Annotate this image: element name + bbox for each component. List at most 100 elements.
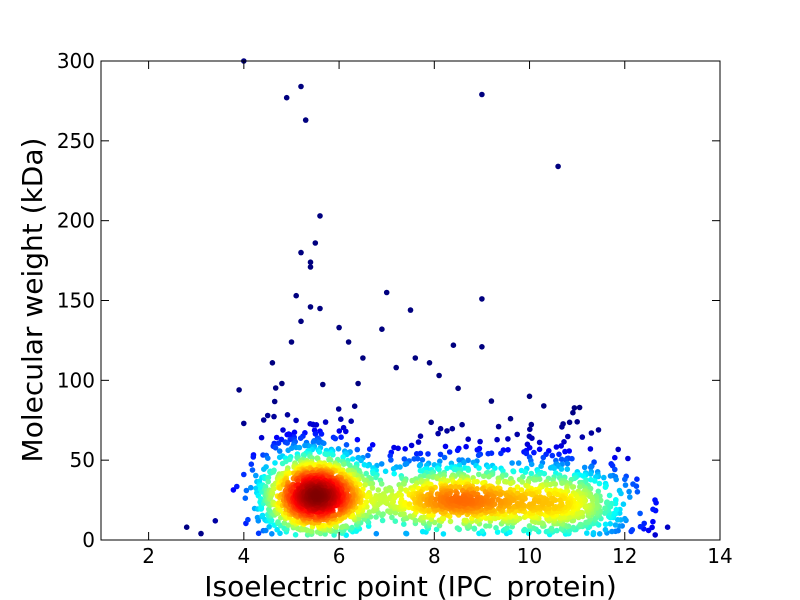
- x-tick-label: 10: [517, 544, 542, 568]
- data-point: [566, 448, 572, 454]
- data-point: [587, 471, 594, 477]
- data-point: [471, 525, 478, 532]
- data-point: [284, 526, 290, 533]
- data-point: [332, 435, 339, 442]
- data-point: [367, 480, 373, 487]
- data-point: [498, 450, 504, 457]
- data-point: [322, 531, 328, 537]
- data-point: [426, 360, 433, 366]
- data-point: [271, 485, 277, 492]
- data-point: [559, 480, 565, 487]
- data-point: [245, 516, 251, 523]
- data-point: [401, 456, 408, 462]
- data-point: [531, 449, 537, 456]
- data-point: [437, 451, 444, 458]
- data-point: [269, 531, 275, 537]
- data-point: [637, 523, 644, 530]
- data-point: [370, 470, 376, 477]
- data-point: [514, 484, 521, 490]
- data-point: [540, 500, 547, 507]
- data-point: [565, 500, 571, 506]
- data-point: [558, 443, 564, 449]
- data-point: [378, 481, 385, 487]
- data-point: [366, 509, 373, 515]
- data-point: [375, 487, 382, 493]
- data-point: [541, 403, 547, 409]
- data-point: [379, 517, 386, 524]
- data-point: [302, 117, 309, 123]
- data-point: [436, 522, 443, 529]
- data-point: [241, 471, 247, 478]
- data-point: [485, 450, 492, 457]
- data-point: [397, 464, 403, 470]
- data-point: [264, 412, 271, 419]
- data-point: [265, 455, 271, 462]
- data-point: [271, 413, 277, 420]
- data-point: [398, 496, 405, 503]
- data-point: [477, 438, 483, 445]
- data-point: [519, 498, 525, 505]
- data-point: [596, 531, 603, 537]
- data-point: [269, 360, 276, 366]
- x-tick-label: 2: [142, 544, 155, 568]
- data-point: [463, 517, 470, 524]
- data-point: [576, 404, 583, 411]
- data-point: [284, 412, 291, 418]
- data-point: [243, 487, 250, 494]
- data-point: [415, 439, 422, 445]
- data-point: [486, 523, 493, 529]
- data-point: [355, 380, 361, 387]
- data-point: [645, 527, 652, 534]
- data-point: [650, 506, 656, 513]
- data-point: [265, 478, 272, 485]
- data-point: [582, 503, 588, 510]
- data-point: [566, 419, 573, 426]
- data-point: [588, 464, 594, 471]
- data-point: [588, 476, 594, 483]
- data-point: [416, 462, 423, 469]
- data-point: [471, 478, 477, 485]
- data-point: [284, 440, 291, 446]
- data-point: [515, 460, 522, 466]
- data-point: [602, 505, 608, 512]
- data-point: [584, 530, 590, 536]
- data-point: [382, 468, 389, 475]
- data-point: [559, 424, 565, 430]
- y-tick-label: 0: [82, 528, 95, 552]
- data-points: [183, 58, 671, 538]
- data-point: [441, 454, 448, 461]
- data-point: [321, 440, 327, 447]
- data-point: [270, 469, 277, 475]
- data-point: [556, 451, 562, 458]
- data-point: [348, 418, 355, 425]
- data-point: [343, 442, 350, 448]
- data-point: [612, 454, 618, 461]
- data-point: [259, 512, 266, 519]
- data-point: [250, 454, 257, 460]
- data-point: [602, 510, 608, 516]
- data-point: [528, 461, 535, 468]
- data-point: [312, 240, 319, 246]
- data-point: [507, 415, 514, 422]
- data-point: [412, 355, 419, 361]
- data-point: [553, 444, 560, 450]
- data-point: [459, 421, 465, 428]
- data-point: [401, 481, 407, 487]
- data-point: [456, 497, 463, 504]
- data-point: [641, 520, 647, 527]
- data-point: [474, 447, 481, 453]
- data-point: [288, 339, 295, 345]
- data-point: [330, 452, 336, 458]
- data-point: [607, 473, 614, 479]
- data-point: [523, 450, 530, 457]
- data-point: [335, 406, 342, 412]
- data-point: [609, 528, 615, 535]
- y-tick-label: 100: [57, 368, 95, 392]
- data-point: [454, 447, 461, 454]
- data-point: [449, 425, 456, 432]
- data-point: [561, 439, 567, 445]
- data-point: [495, 423, 502, 430]
- data-point: [230, 487, 237, 493]
- data-point: [541, 470, 548, 477]
- data-point: [518, 487, 525, 493]
